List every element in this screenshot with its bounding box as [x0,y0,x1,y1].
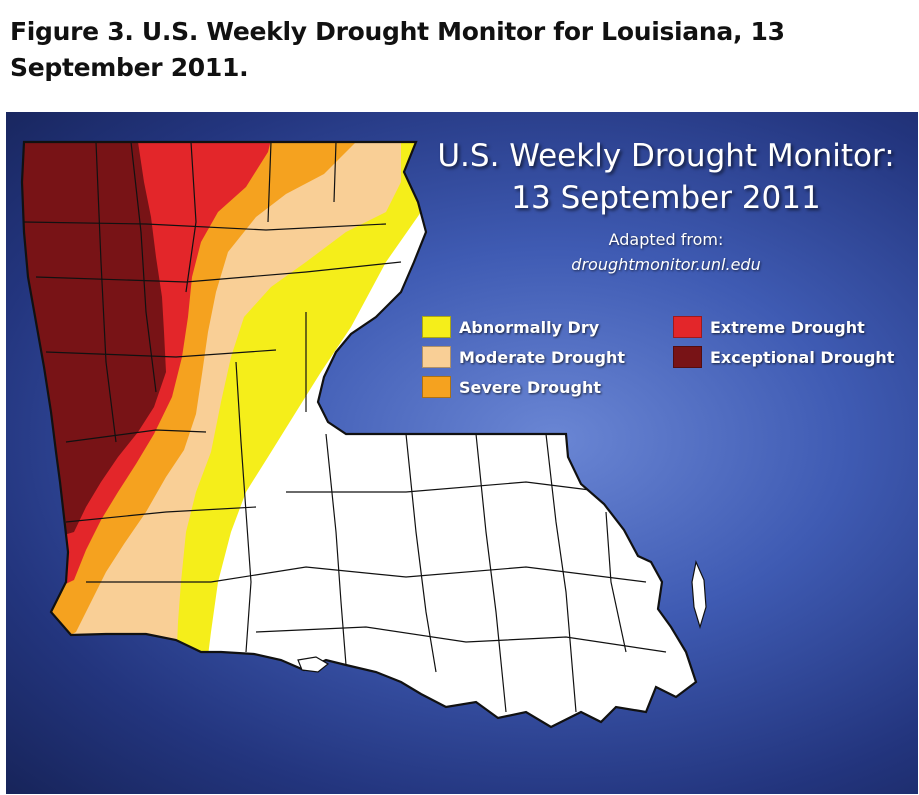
legend-item-moderate-drought: Moderate Drought [422,346,625,368]
legend-label: Severe Drought [459,377,602,397]
legend-label: Exceptional Drought [710,347,895,367]
legend-label: Moderate Drought [459,347,626,367]
louisiana-drought-map [20,140,707,729]
legend-swatch [673,346,702,368]
legend-swatch [422,316,451,338]
legend-item-severe-drought: Severe Drought [422,376,601,398]
legend-label: Abnormally Dry [459,317,600,337]
coastal-island [297,656,330,673]
legend-swatch [422,346,451,368]
legend-item-extreme-drought: Extreme Drought [673,316,865,338]
legend-item-exceptional-drought: Exceptional Drought [673,346,894,368]
adapted-from-label: Adapted from: [608,230,724,249]
legend-swatch [673,316,702,338]
legend-item-abnormally-dry: Abnormally Dry [422,316,599,338]
drought-map-panel: U.S. Weekly Drought Monitor: 13 Septembe… [6,112,918,794]
coastal-island [691,560,707,630]
figure-caption: Figure 3. U.S. Weekly Drought Monitor fo… [10,17,785,82]
map-title-line1: U.S. Weekly Drought Monitor: [437,138,895,174]
legend-swatch [422,376,451,398]
map-title-line2: 13 September 2011 [511,180,821,216]
legend-label: Extreme Drought [710,317,865,337]
source-url: droughtmonitor.unl.edu [571,255,761,274]
parish-boundaries [23,142,667,713]
